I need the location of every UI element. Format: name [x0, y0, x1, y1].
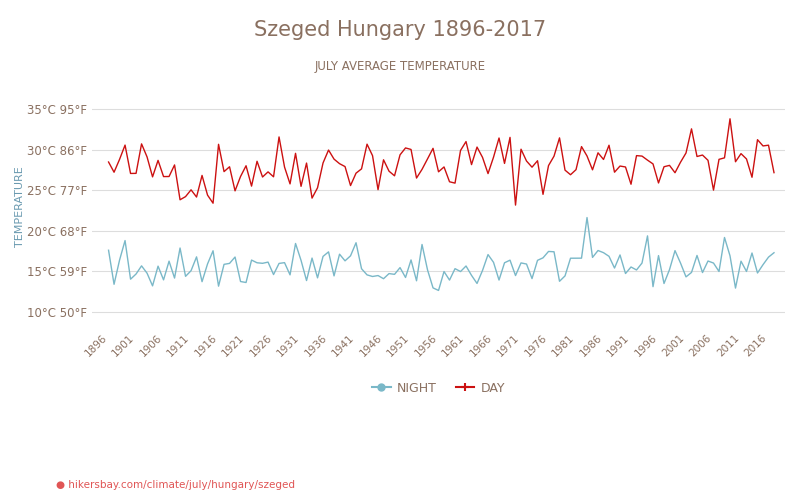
Y-axis label: TEMPERATURE: TEMPERATURE	[15, 166, 25, 247]
Text: Szeged Hungary 1896-2017: Szeged Hungary 1896-2017	[254, 20, 546, 40]
Text: JULY AVERAGE TEMPERATURE: JULY AVERAGE TEMPERATURE	[314, 60, 486, 73]
Legend: NIGHT, DAY: NIGHT, DAY	[367, 376, 510, 400]
Text: ● hikersbay.com/climate/july/hungary/szeged: ● hikersbay.com/climate/july/hungary/sze…	[56, 480, 295, 490]
